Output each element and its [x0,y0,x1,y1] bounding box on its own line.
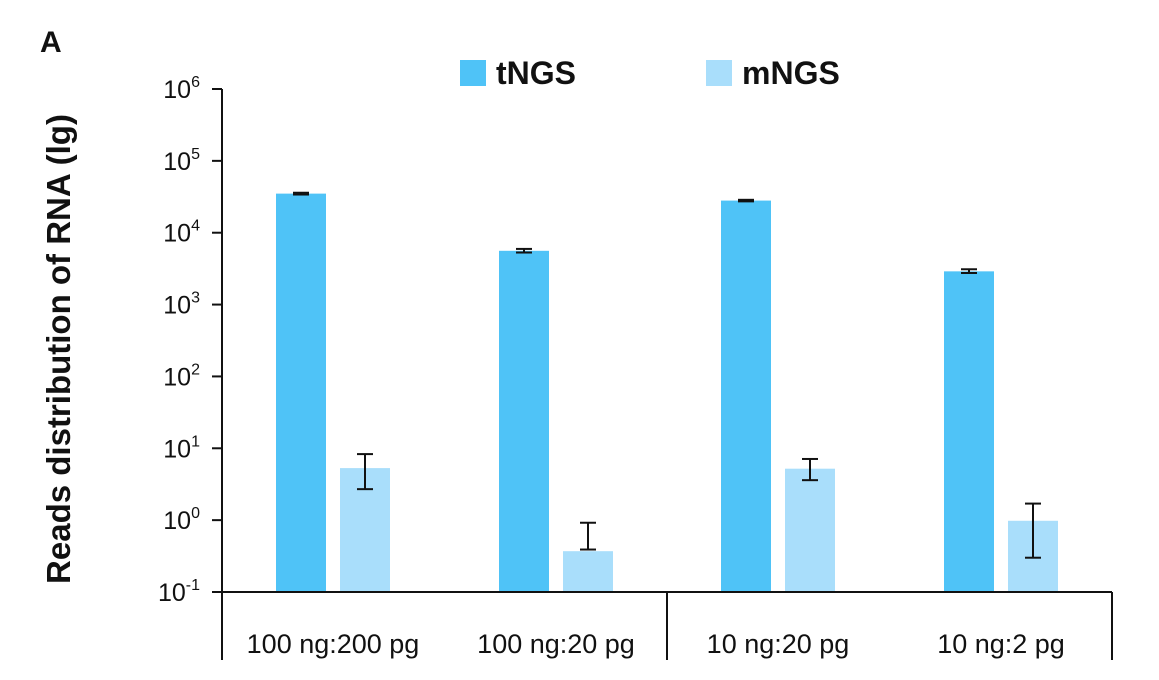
x-tick-label: 10 ng:20 pg [707,629,850,659]
y-tick-base: 10 [163,363,191,391]
y-tick-exponent: 5 [191,146,200,163]
legend-swatch-mngs [706,60,732,86]
y-tick-label: 10-1 [158,577,200,607]
y-tick-exponent: 1 [191,433,200,450]
x-tick-label: 100 ng:20 pg [477,629,635,659]
legend: tNGS mNGS [460,55,840,91]
y-tick-label: 104 [163,218,200,248]
bars [276,191,1058,592]
bar-tngs-0 [276,193,326,592]
legend-label-tngs: tNGS [496,55,576,91]
y-tick-label: 101 [163,433,200,463]
y-tick-label: 102 [163,361,200,391]
y-tick-exponent: 0 [191,505,200,522]
y-tick-exponent: 6 [191,74,200,91]
y-tick-base: 10 [163,435,191,463]
y-axis-label: Reads distribution of RNA (lg) [40,114,77,584]
bar-tngs-3 [944,271,994,592]
y-tick-label: 106 [163,74,200,104]
y-tick-base: 10 [163,507,191,535]
x-tick-label: 10 ng:2 pg [937,629,1065,659]
bar-tngs-1 [499,250,549,592]
y-tick-base: 10 [158,579,186,607]
y-tick-base: 10 [163,220,191,248]
legend-swatch-tngs [460,60,486,86]
panel-label: A [40,26,62,59]
bar-mngs-1 [563,551,613,592]
y-tick-exponent: 4 [191,218,200,235]
y-tick-exponent: -1 [186,577,200,594]
y-tick-exponent: 2 [191,361,200,378]
y-tick-base: 10 [163,148,191,176]
bar-tngs-2 [721,200,771,592]
y-tick-label: 105 [163,146,200,176]
bar-mngs-2 [785,468,835,592]
x-axis: 100 ng:200 pg 100 ng:20 pg 10 ng:20 pg 10 n… [221,591,1113,660]
y-tick-base: 10 [163,76,191,104]
legend-label-mngs: mNGS [742,55,840,91]
x-tick-label: 100 ng:200 pg [247,629,420,659]
y-tick-label: 100 [163,505,200,535]
y-tick-exponent: 3 [191,290,200,307]
y-tick-label: 103 [163,290,200,320]
y-tick-base: 10 [163,292,191,320]
